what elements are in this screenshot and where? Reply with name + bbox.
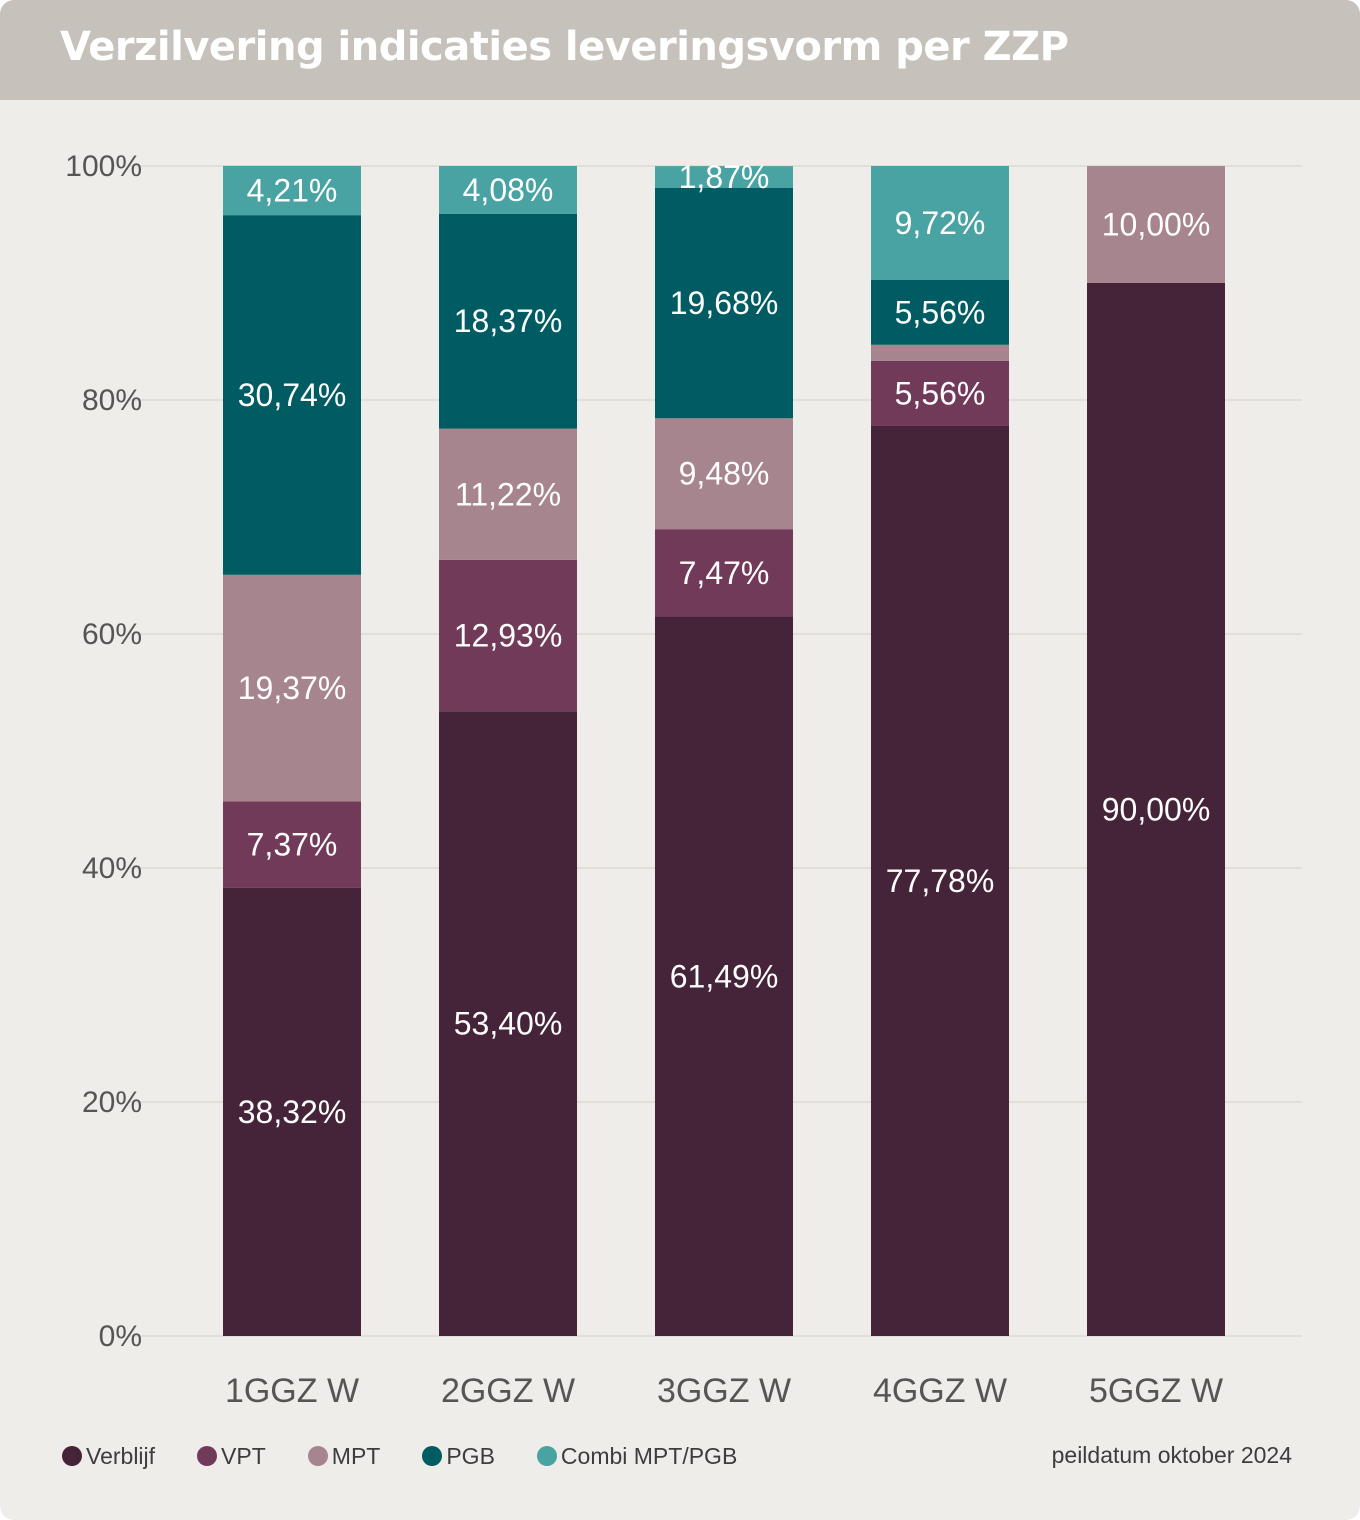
x-tick-label: 2GGZ W [441, 1372, 575, 1410]
legend-label: Verblijf [86, 1442, 156, 1469]
bar-segment [871, 166, 1009, 280]
bar-segment [871, 425, 1009, 1336]
data-label: 7,47% [679, 555, 770, 591]
bar-segment [655, 418, 793, 530]
legend-item-mpt: MPT [307, 1442, 381, 1470]
bar-segment [1087, 166, 1225, 283]
bar-segment [1087, 283, 1225, 1336]
data-label: 18,37% [454, 303, 563, 339]
data-label: 19,37% [238, 670, 347, 706]
legend-swatch-verblijf [62, 1446, 82, 1466]
legend-item-verblijf: Verblijf [62, 1443, 155, 1470]
bar-segment [655, 187, 793, 419]
bar-segment [871, 344, 1009, 361]
y-tick-label: 0% [99, 1320, 142, 1353]
legend-swatch-pgb [422, 1446, 443, 1466]
bar-segment [439, 166, 577, 214]
data-label: 12,93% [454, 618, 563, 654]
y-tick-label: 100% [65, 150, 142, 183]
bar-segment [871, 360, 1009, 426]
data-label: 7,37% [247, 827, 338, 863]
data-label: 1,87% [679, 159, 770, 195]
bar-segment [655, 616, 793, 1336]
data-label: 4,08% [463, 172, 554, 208]
legend-item-combi: Combi MPT/PGB [536, 1442, 738, 1470]
data-label: 38,32% [238, 1094, 347, 1130]
bar-segment [223, 887, 361, 1336]
bar-segment [871, 279, 1009, 345]
x-tick-label: 5GGZ W [1089, 1372, 1223, 1410]
bar-segment [223, 801, 361, 888]
chart-header: Verzilvering indicaties leveringsvorm pe… [0, 0, 1360, 100]
bar-segment [223, 215, 361, 575]
data-label: 5,56% [895, 375, 986, 411]
data-label: 30,74% [238, 377, 347, 413]
data-label: 9,72% [895, 205, 986, 241]
legend-label: MPT [331, 1442, 381, 1469]
x-tick-label: 1GGZ W [225, 1372, 359, 1410]
data-label: 77,78% [886, 863, 995, 899]
bar-segment [223, 574, 361, 802]
chart-title: Verzilvering indicaties leveringsvorm pe… [60, 24, 1069, 70]
legend-swatch-vpt [197, 1446, 218, 1466]
bar-segment [655, 529, 793, 617]
bar-segment [439, 213, 577, 429]
x-tick-label: 3GGZ W [657, 1372, 791, 1410]
bar-segment [439, 559, 577, 712]
data-label: 53,40% [454, 1006, 563, 1042]
y-tick-label: 20% [82, 1086, 142, 1119]
bar-segment [439, 711, 577, 1336]
legend-swatch-combi [536, 1446, 557, 1466]
bar-segment [223, 165, 361, 216]
chart-legend: Verblijf VPT MPT PGB Combi MPT/PGB [62, 1440, 779, 1472]
data-label: 61,49% [670, 958, 779, 994]
data-label: 11,22% [455, 476, 561, 512]
bar-segment [439, 428, 577, 560]
bar-segment [655, 166, 793, 188]
reference-date-note: peildatum oktober 2024 [1051, 1442, 1292, 1468]
data-label: 4,21% [247, 173, 338, 209]
legend-label: PGB [446, 1442, 495, 1469]
x-tick-label: 4GGZ W [873, 1372, 1007, 1410]
data-label: 9,48% [679, 456, 770, 492]
legend-label: Combi MPT/PGB [560, 1442, 738, 1469]
data-label: 90,00% [1102, 792, 1211, 828]
y-tick-label: 80% [82, 384, 142, 417]
legend-label: VPT [221, 1442, 266, 1469]
legend-item-pgb: PGB [422, 1443, 495, 1470]
y-tick-label: 40% [82, 852, 142, 885]
legend-swatch-mpt [307, 1446, 328, 1466]
y-tick-label: 60% [82, 618, 142, 651]
data-label: 5,56% [895, 294, 986, 330]
data-label: 10,00% [1102, 207, 1211, 243]
legend-item-vpt: VPT [197, 1443, 266, 1470]
data-label: 19,68% [670, 285, 779, 321]
